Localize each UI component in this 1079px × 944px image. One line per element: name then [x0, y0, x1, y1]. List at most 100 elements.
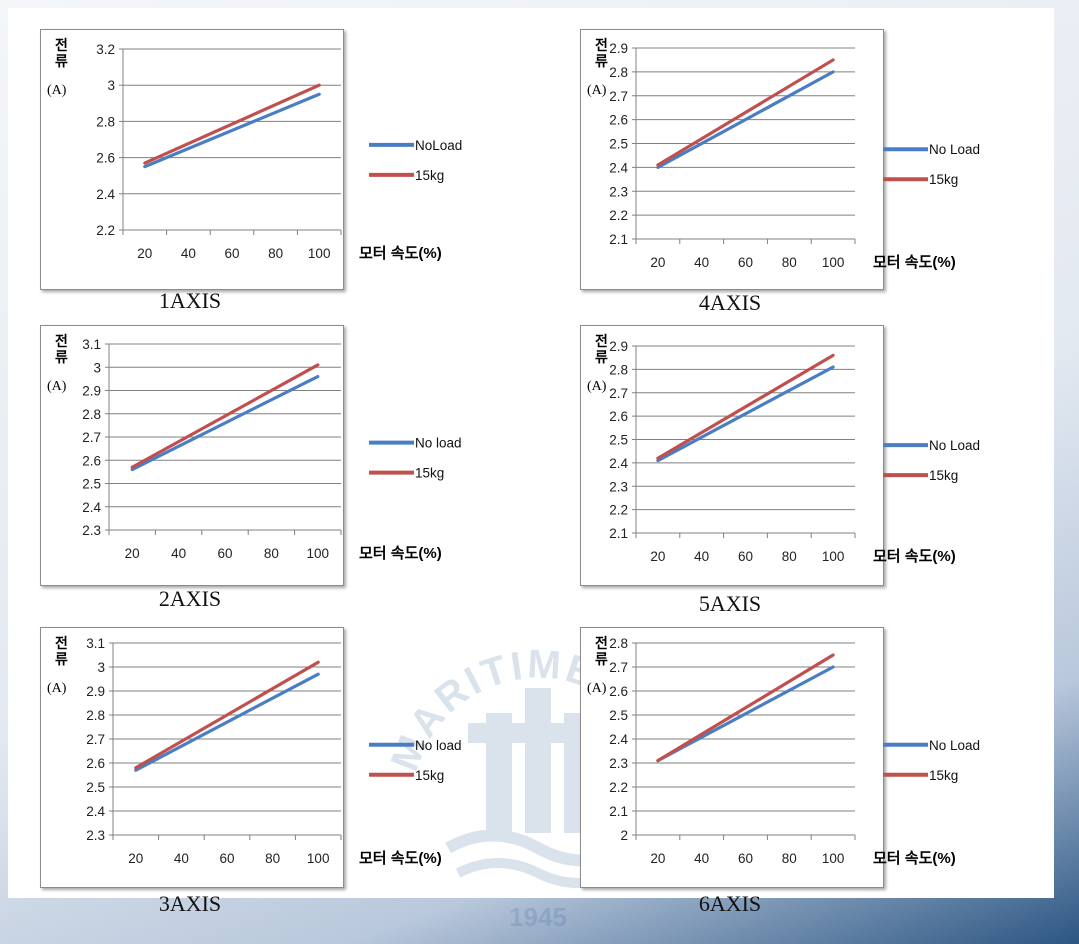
y-axis-label: 류 [595, 53, 608, 69]
y-tick-label: 2.1 [609, 232, 628, 247]
line-chart: 2.1 2.2 2.3 2.4 2.5 2.6 2.7 2.8 2.9 20 40 60 80 100 No… [587, 37, 980, 271]
x-tick-label: 80 [268, 246, 283, 261]
x-tick-label: 20 [128, 851, 143, 866]
x-tick-label: 100 [822, 255, 845, 270]
chart-panel: 2.2 2.4 2.6 2.8 3 3.2 20 40 60 80 100 NoLoad 15kg 전 류 (… [40, 29, 462, 290]
y-tick-label: 2.3 [609, 479, 628, 494]
y-tick-label: 2.4 [609, 456, 628, 471]
chart-panel: 2.3 2.4 2.5 2.6 2.7 2.8 2.9 3 3.1 20 40 60 80 100 No l… [40, 627, 462, 888]
y-tick-label: 2.2 [609, 503, 628, 518]
x-tick-label: 80 [782, 851, 797, 866]
y-tick-label: 2.7 [82, 430, 101, 445]
y-tick-label: 2.9 [609, 41, 628, 56]
y-tick-label: 2.6 [609, 113, 628, 128]
x-tick-label: 80 [782, 255, 797, 270]
y-axis-label: 류 [55, 349, 68, 365]
x-tick-label: 20 [650, 549, 665, 564]
y-tick-label: 2.5 [609, 137, 628, 152]
x-tick-label: 60 [224, 246, 239, 261]
line-chart: 2 2.1 2.2 2.3 2.4 2.5 2.6 2.7 2.8 20 40 60 80 100 No L… [587, 635, 980, 867]
series-line-15kg [143, 83, 321, 165]
y-tick-label: 2.3 [82, 523, 101, 538]
x-tick-label: 20 [137, 246, 152, 261]
y-tick-label: 2.1 [609, 526, 628, 541]
series-line-15kg [656, 58, 835, 167]
y-tick-label: 2.6 [96, 151, 115, 166]
y-axis-unit: (A) [47, 681, 67, 696]
chart-caption: 3AXIS [158, 891, 222, 916]
legend-label: 15kg [415, 466, 444, 481]
y-tick-label: 2.6 [609, 684, 628, 699]
chart-caption: 2AXIS [158, 586, 222, 611]
y-axis-unit: (A) [587, 379, 607, 394]
x-tick-label: 100 [822, 851, 845, 866]
y-tick-label: 2.5 [82, 477, 101, 492]
x-tick-label: 80 [782, 549, 797, 564]
x-tick-label: 40 [694, 255, 709, 270]
y-axis-label: 전 [55, 635, 68, 651]
y-tick-label: 2.3 [609, 756, 628, 771]
series-line-15kg [656, 653, 835, 763]
y-tick-label: 2.3 [609, 184, 628, 199]
x-tick-label: 100 [822, 549, 845, 564]
y-tick-label: 2.8 [609, 65, 628, 80]
y-tick-label: 2.4 [82, 500, 101, 515]
y-axis-label: 류 [55, 53, 68, 69]
x-tick-label: 40 [694, 549, 709, 564]
y-tick-label: 2.2 [609, 780, 628, 795]
y-tick-label: 2.7 [86, 732, 105, 747]
y-tick-label: 3 [97, 660, 105, 675]
y-tick-label: 2.8 [86, 708, 105, 723]
series-line-no-load [656, 365, 835, 463]
y-tick-label: 3 [93, 360, 101, 375]
legend-label: No Load [929, 738, 980, 753]
x-tick-label: 100 [308, 246, 331, 261]
y-tick-label: 2.6 [609, 409, 628, 424]
y-tick-label: 2.4 [96, 187, 115, 202]
y-tick-label: 2.4 [86, 804, 105, 819]
y-tick-label: 2.9 [86, 684, 105, 699]
y-tick-label: 2.4 [609, 732, 628, 747]
legend-label: No load [415, 436, 462, 451]
x-tick-label: 20 [125, 546, 140, 561]
y-axis-label: 전 [595, 635, 608, 651]
y-axis-label: 류 [595, 349, 608, 365]
series-line-15kg [130, 363, 320, 469]
legend-label: No Load [929, 438, 980, 453]
y-tick-label: 2.7 [609, 89, 628, 104]
series-line-no-load [143, 92, 321, 169]
legend-label: No Load [929, 142, 980, 157]
chart-caption: 6AXIS [698, 891, 762, 916]
y-axis-label: 전 [55, 37, 68, 53]
x-tick-label: 60 [738, 549, 753, 564]
watermark-year: 1945 [509, 902, 567, 932]
x-tick-label: 80 [264, 546, 279, 561]
x-tick-label: 40 [694, 851, 709, 866]
y-tick-label: 2.4 [609, 160, 628, 175]
legend-label: NoLoad [415, 138, 462, 153]
x-tick-label: 20 [650, 851, 665, 866]
series-line-no-load [130, 374, 320, 472]
line-chart: 2.3 2.4 2.5 2.6 2.7 2.8 2.9 3 3.1 20 40 60 80 100 No l… [47, 333, 462, 562]
x-tick-label: 60 [738, 851, 753, 866]
series-line-no-load [656, 70, 835, 169]
y-axis-label: 전 [595, 333, 608, 349]
line-chart: 2.3 2.4 2.5 2.6 2.7 2.8 2.9 3 3.1 20 40 60 80 100 No l… [47, 635, 462, 867]
chart-caption: 5AXIS [698, 591, 762, 616]
y-axis-unit: (A) [587, 681, 607, 696]
x-tick-label: 20 [650, 255, 665, 270]
y-tick-label: 2.7 [609, 386, 628, 401]
x-axis-label: 모터 속도(%) [873, 850, 956, 867]
series-line-15kg [134, 660, 320, 770]
y-tick-label: 3.1 [86, 636, 105, 651]
y-tick-label: 3 [107, 78, 115, 93]
x-axis-label: 모터 속도(%) [359, 245, 442, 262]
x-tick-label: 80 [265, 851, 280, 866]
y-tick-label: 2.8 [82, 407, 101, 422]
x-tick-label: 40 [181, 246, 196, 261]
y-tick-label: 2.9 [82, 384, 101, 399]
series-line-15kg [656, 353, 835, 460]
y-tick-label: 2.8 [609, 636, 628, 651]
y-tick-label: 2.3 [86, 828, 105, 843]
line-chart: 2.2 2.4 2.6 2.8 3 3.2 20 40 60 80 100 NoLoad 15kg 전류 (… [47, 37, 462, 262]
